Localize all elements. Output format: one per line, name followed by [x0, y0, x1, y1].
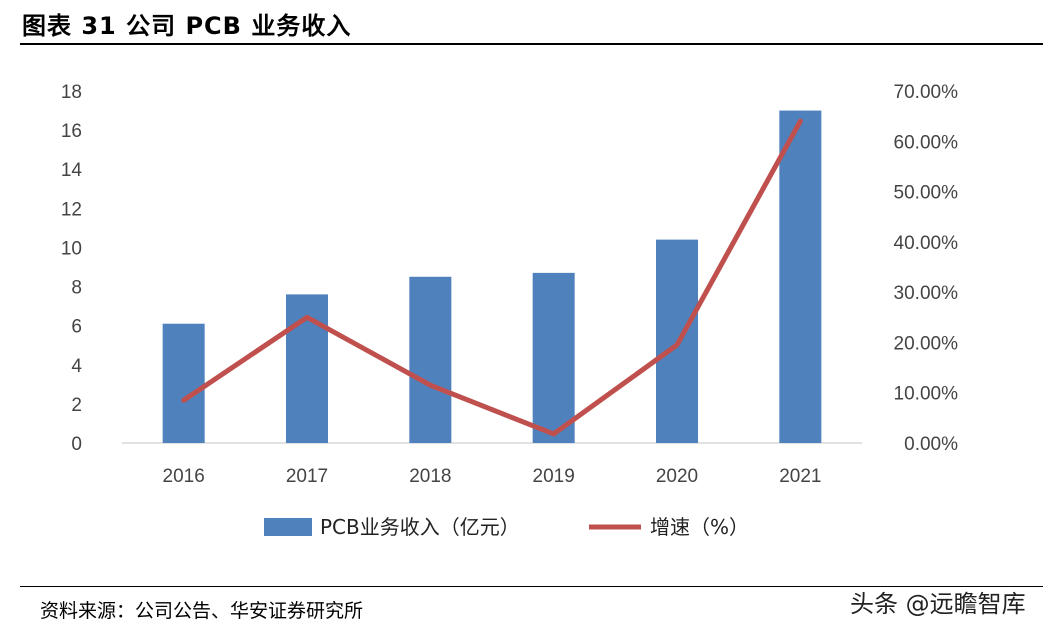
left-axis-ticks: 0 2 4 6 8 10 12 14 16 18 — [61, 82, 83, 455]
x-tick-label: 2020 — [656, 466, 698, 487]
left-tick-label: 10 — [61, 238, 82, 259]
right-tick-label: 10.00% — [894, 384, 959, 405]
right-tick-label: 50.00% — [894, 183, 959, 204]
footer-rule — [20, 586, 1043, 587]
left-tick-label: 4 — [71, 356, 82, 377]
x-tick-label: 2021 — [779, 466, 821, 487]
bar — [409, 276, 452, 443]
bar — [779, 110, 822, 444]
right-axis-ticks: 0.00% 10.00% 20.00% 30.00% 40.00% 50.00% 60.00… — [894, 82, 959, 455]
source-note: 资料来源：公司公告、华安证券研究所 — [40, 600, 364, 622]
legend-label-line: 增速（%） — [650, 515, 749, 539]
line-series — [181, 118, 803, 437]
x-tick-label: 2017 — [286, 466, 328, 487]
right-tick-label: 0.00% — [904, 434, 958, 455]
left-tick-label: 14 — [61, 160, 83, 181]
bar-series — [162, 110, 822, 444]
left-tick-label: 16 — [61, 121, 82, 142]
watermark: 头条 @远瞻智库 — [850, 590, 1026, 618]
right-tick-label: 30.00% — [894, 283, 959, 304]
left-tick-label: 12 — [61, 199, 82, 220]
right-tick-label: 70.00% — [894, 82, 959, 103]
figure-title: 图表 31 公司 PCB 业务收入 — [22, 12, 352, 40]
left-tick-label: 0 — [71, 434, 82, 455]
x-axis-ticks: 2016 2017 2018 2019 2020 2021 — [163, 466, 822, 487]
right-tick-label: 40.00% — [894, 233, 959, 254]
x-tick-label: 2018 — [409, 466, 451, 487]
bar — [162, 323, 205, 443]
left-tick-label: 2 — [71, 395, 82, 416]
left-tick-label: 6 — [71, 317, 82, 338]
left-tick-label: 18 — [61, 82, 82, 103]
growth-line — [181, 118, 803, 437]
right-tick-label: 20.00% — [894, 333, 959, 354]
bar — [532, 272, 575, 443]
legend-label-bar: PCB业务收入（亿元） — [320, 515, 520, 539]
x-tick-label: 2019 — [533, 466, 575, 487]
right-tick-label: 60.00% — [894, 132, 959, 153]
legend: PCB业务收入（亿元） 增速（%） — [264, 515, 749, 539]
legend-swatch-bar — [264, 518, 312, 536]
title-rule — [20, 43, 1043, 45]
x-tick-label: 2016 — [163, 466, 205, 487]
left-tick-label: 8 — [71, 278, 82, 299]
